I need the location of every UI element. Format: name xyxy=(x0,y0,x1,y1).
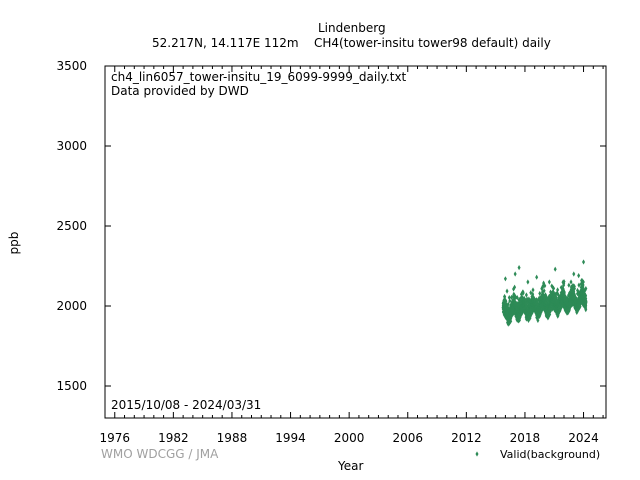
x-tick-label: 2024 xyxy=(568,431,599,445)
data-point xyxy=(572,271,576,277)
plot-frame xyxy=(104,65,607,419)
data-point xyxy=(567,282,571,288)
data-point xyxy=(506,301,510,307)
wdcgg-credit: WMO WDCGG / JMA xyxy=(101,447,219,461)
x-tick-label: 1994 xyxy=(275,431,306,445)
data-point xyxy=(543,292,547,298)
data-point xyxy=(554,295,558,301)
data-point xyxy=(581,282,585,288)
data-point xyxy=(514,294,518,300)
data-point xyxy=(510,294,514,300)
data-point xyxy=(506,304,510,311)
chart-location-subtitle: 52.217N, 14.117E 112m xyxy=(152,36,299,50)
x-axis-label: Year xyxy=(338,459,364,473)
x-tick-label: 2012 xyxy=(451,431,482,445)
data-point xyxy=(543,283,547,289)
chart-species-subtitle: CH4(tower-insitu tower98 default) daily xyxy=(314,36,551,50)
data-point xyxy=(528,313,532,319)
data-point xyxy=(579,284,583,290)
data-point xyxy=(584,307,588,313)
data-point xyxy=(578,304,582,310)
x-axis: 1976 1982 1988 1994 2000 2006 2012 2018 2024 xyxy=(99,66,604,445)
data-point xyxy=(536,317,540,323)
data-point xyxy=(543,296,547,302)
data-point xyxy=(564,294,568,300)
data-point xyxy=(508,298,512,304)
date-range-label: 2015/10/08 - 2024/03/31 xyxy=(111,398,262,412)
data-point xyxy=(556,291,560,298)
y-tick-label: 1500 xyxy=(56,379,87,393)
data-point xyxy=(518,296,522,302)
data-point xyxy=(584,292,588,299)
legend-label: Valid(background) xyxy=(500,448,600,461)
y-tick-label: 2500 xyxy=(56,219,87,233)
data-point xyxy=(527,317,531,323)
data-point xyxy=(562,279,566,285)
chart-station-title: Lindenberg xyxy=(318,21,386,35)
data-point xyxy=(547,279,551,285)
data-point xyxy=(513,271,517,277)
x-tick-label: 2006 xyxy=(392,431,423,445)
data-point xyxy=(577,290,581,296)
data-point xyxy=(559,305,563,311)
data-point xyxy=(504,298,508,304)
legend-marker xyxy=(475,451,479,457)
x-tick-label: 1982 xyxy=(158,431,189,445)
data-point xyxy=(552,285,556,292)
data-point xyxy=(584,285,588,292)
data-point xyxy=(524,292,528,298)
data-point xyxy=(584,299,588,305)
data-point xyxy=(538,290,542,297)
data-point xyxy=(569,279,573,285)
y-tick-label: 3500 xyxy=(56,59,87,73)
data-point xyxy=(521,290,525,296)
data-point xyxy=(548,311,552,318)
y-axis-label: ppb xyxy=(7,231,21,255)
x-tick-label: 2000 xyxy=(334,431,365,445)
y-tick-label: 2000 xyxy=(56,299,87,313)
data-point xyxy=(520,294,524,300)
data-point xyxy=(572,286,576,292)
data-point xyxy=(515,294,519,301)
y-axis: 1500 2000 2500 3000 3500 xyxy=(56,59,606,393)
data-filename-label: ch4_lin6057_tower-insitu_19_6099-9999_da… xyxy=(111,70,407,84)
data-point xyxy=(550,291,554,297)
data-point xyxy=(531,287,535,293)
data-point xyxy=(556,287,560,293)
data-point xyxy=(569,284,573,290)
data-point xyxy=(505,288,509,294)
data-point xyxy=(526,279,530,285)
data-point xyxy=(581,279,585,285)
data-point xyxy=(518,297,522,303)
legend: Valid(background) xyxy=(475,448,600,461)
y-tick-label: 3000 xyxy=(56,139,87,153)
data-point xyxy=(513,284,517,290)
x-tick-label: 1988 xyxy=(217,431,248,445)
data-point xyxy=(562,289,566,295)
data-point xyxy=(582,259,586,265)
data-point xyxy=(542,288,546,294)
data-point xyxy=(503,276,507,282)
data-point xyxy=(550,306,554,312)
data-point xyxy=(577,282,581,288)
data-point xyxy=(535,274,539,280)
data-point xyxy=(577,273,581,279)
data-provider-label: Data provided by DWD xyxy=(111,84,249,98)
data-point xyxy=(509,318,513,324)
data-point xyxy=(517,265,521,271)
data-point xyxy=(515,300,519,306)
x-tick-label: 2018 xyxy=(510,431,541,445)
data-point xyxy=(553,266,557,272)
data-points xyxy=(501,259,588,327)
x-tick-label: 1976 xyxy=(99,431,130,445)
data-point xyxy=(548,293,552,299)
